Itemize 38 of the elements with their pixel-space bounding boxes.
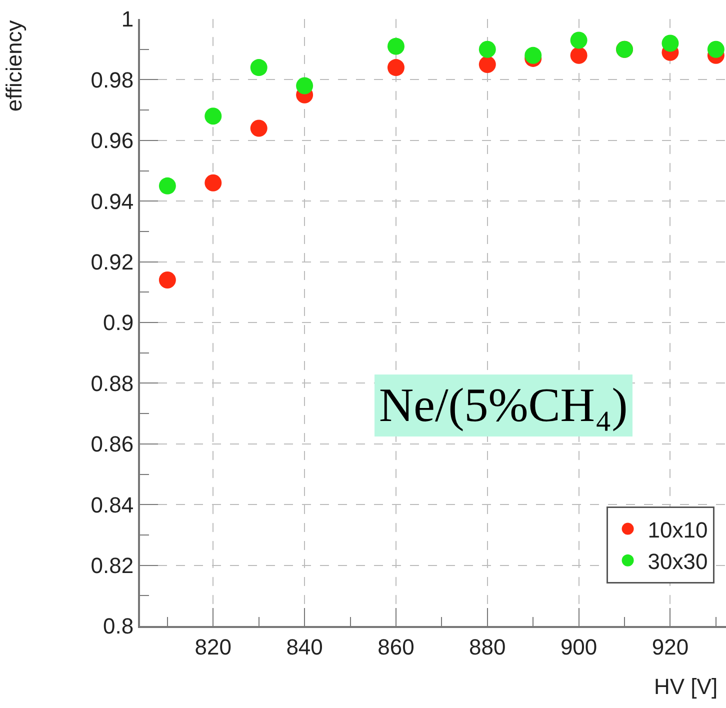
point <box>707 40 724 58</box>
point <box>570 32 588 49</box>
point <box>204 174 222 192</box>
y-tick-label: 0.9 <box>103 310 134 336</box>
y-tick-label: 0.96 <box>90 128 134 154</box>
point <box>250 120 268 137</box>
y-tick-label: 0.92 <box>90 250 134 274</box>
point <box>250 59 268 76</box>
y-tick-label: 0.94 <box>90 188 134 214</box>
x-tick-label: 900 <box>560 634 598 660</box>
point <box>478 56 496 74</box>
x-tick-label: 860 <box>378 634 414 660</box>
y-tick-label: 0.88 <box>90 370 134 396</box>
y-tick-label: 0.8 <box>103 614 134 639</box>
y-tick-label: 0.98 <box>90 67 134 92</box>
x-axis-title: HV [V] <box>654 674 718 699</box>
point <box>158 177 176 194</box>
legend-label: 30x30 <box>648 548 708 574</box>
x-tick-label: 880 <box>469 634 506 660</box>
y-axis-title: efficiency <box>2 20 27 112</box>
legend-label: 10x10 <box>648 517 708 542</box>
y-tick-label: 0.84 <box>90 492 134 518</box>
point <box>662 34 679 52</box>
point <box>570 46 588 64</box>
y-tick-label: 1 <box>121 6 134 32</box>
point <box>158 272 176 288</box>
x-tick-label: 840 <box>286 634 323 660</box>
x-tick-label: 820 <box>194 634 232 660</box>
point <box>387 59 404 76</box>
annotation: Ne/(5%CH₄) <box>379 379 628 432</box>
point <box>204 108 222 125</box>
point <box>387 38 404 55</box>
point <box>296 77 314 94</box>
point <box>524 46 542 64</box>
y-tick-label: 0.86 <box>90 432 134 457</box>
x-tick-label: 920 <box>652 634 689 660</box>
point <box>478 40 496 58</box>
y-tick-label: 0.82 <box>90 553 134 578</box>
